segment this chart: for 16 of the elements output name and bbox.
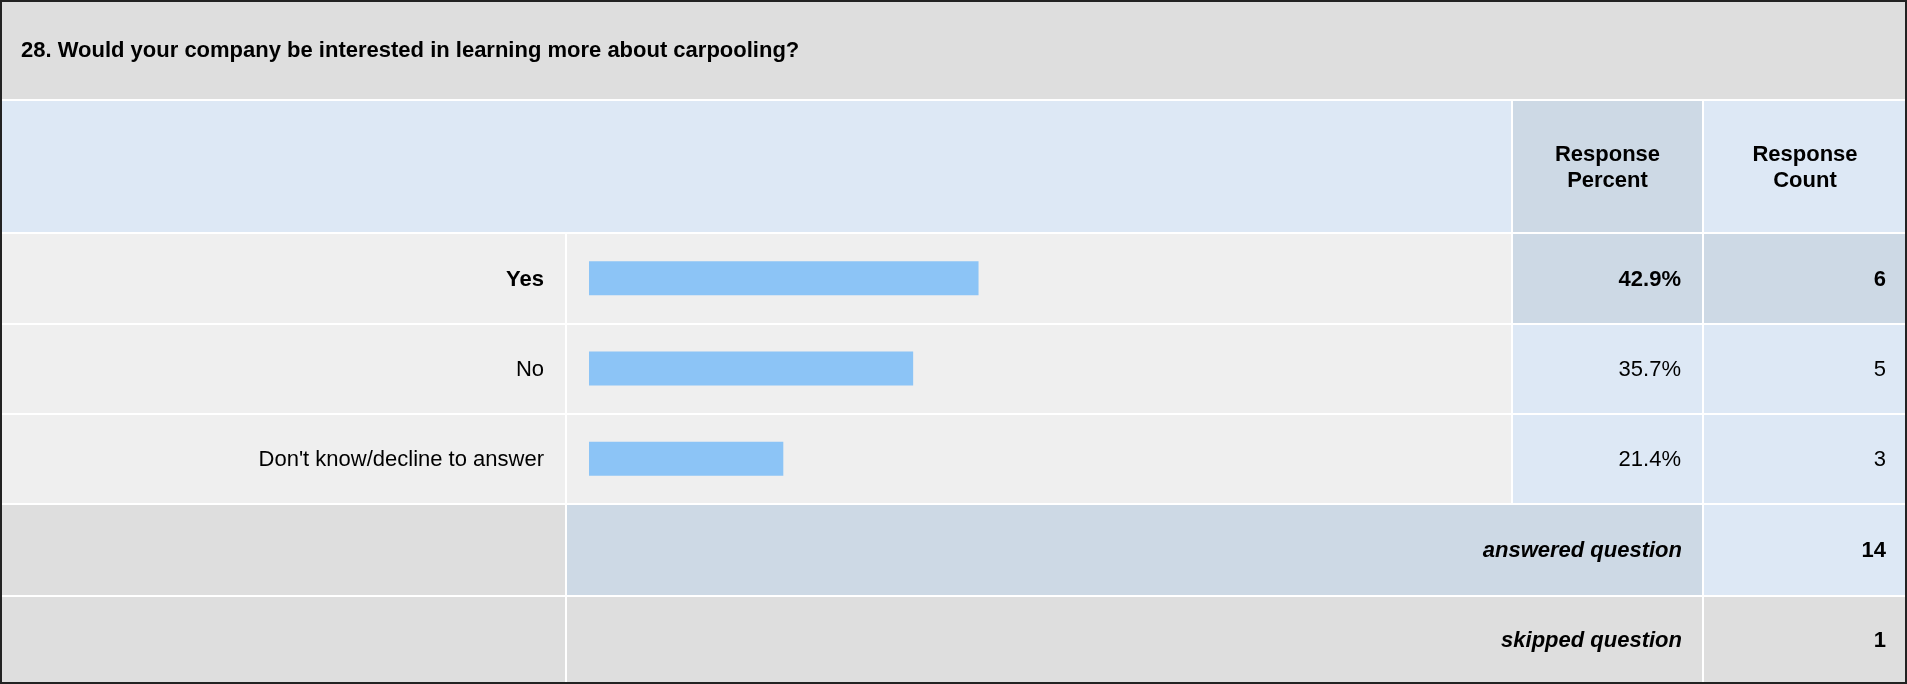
- y-tick-label: No: [515, 356, 544, 381]
- data-label: 35.7%: [1618, 356, 1681, 381]
- text: 28. Would your company be interested in learning more about carpooling?: [21, 37, 800, 63]
- text: 1: [1873, 627, 1886, 653]
- data-label: 42.9%: [1618, 265, 1681, 291]
- text: Response Percent: [1553, 140, 1662, 193]
- data-label: 21.4%: [1618, 446, 1681, 472]
- text: 14: [1861, 537, 1886, 563]
- y-tick-label: Yes: [506, 265, 544, 291]
- text: answered question: [1482, 537, 1682, 563]
- y-tick-label: Don't know/decline to answer: [258, 446, 544, 472]
- text: 3: [1873, 446, 1886, 472]
- text: 5: [1873, 356, 1886, 382]
- text: Response Count: [1751, 140, 1859, 193]
- text: skipped question: [1501, 627, 1682, 653]
- text: 6: [1873, 265, 1886, 292]
